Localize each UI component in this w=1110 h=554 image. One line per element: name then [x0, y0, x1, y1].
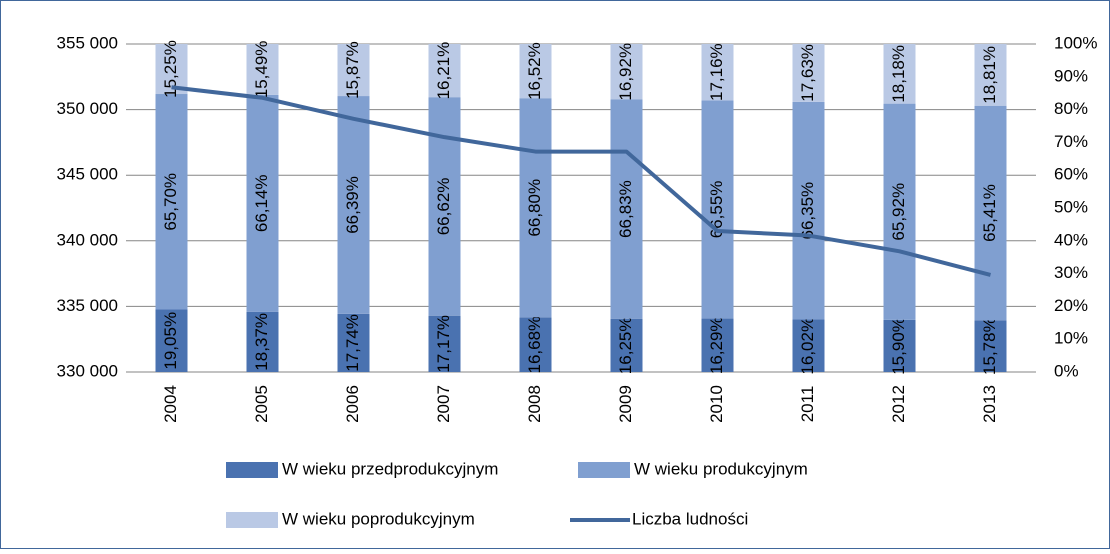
bar-segment: [610, 99, 643, 319]
y2-tick-label: 30%: [1054, 263, 1088, 282]
data-label: 65,41%: [980, 184, 999, 242]
y2-tick-label: 70%: [1054, 132, 1088, 151]
y2-tick-label: 60%: [1054, 165, 1088, 184]
data-label: 66,62%: [434, 178, 453, 236]
bar-segment: [337, 96, 370, 314]
bar-segment: [610, 44, 643, 100]
data-label: 66,83%: [616, 180, 635, 238]
x-tick-label: 2008: [525, 385, 544, 423]
bar-segment: [519, 98, 552, 318]
bar-segment: [701, 100, 734, 319]
y2-tick-label: 0%: [1054, 361, 1079, 380]
x-tick-label: 2010: [707, 385, 726, 423]
bar-segment: [974, 320, 1007, 372]
data-label: 65,92%: [889, 183, 908, 241]
bar-segment: [792, 101, 825, 320]
bar-segment: [519, 44, 552, 99]
data-label: 18,37%: [252, 313, 271, 371]
bar-segment: [974, 105, 1007, 321]
legend-label: Liczba ludności: [632, 509, 748, 528]
x-tick-label: 2007: [434, 385, 453, 423]
bar-segment: [428, 44, 461, 98]
data-label: 16,25%: [616, 317, 635, 375]
legend-label: W wieku przedprodukcyjnym: [282, 459, 498, 478]
x-tick-label: 2006: [343, 385, 362, 423]
y2-tick-label: 80%: [1054, 99, 1088, 118]
bar-segment: [337, 313, 370, 372]
bar-segment: [246, 44, 279, 95]
data-label: 16,02%: [798, 317, 817, 375]
legend-label: W wieku produkcyjnym: [634, 459, 808, 478]
bar-segment: [883, 103, 916, 320]
data-label: 66,39%: [343, 176, 362, 234]
bar-segment: [155, 309, 188, 372]
y-tick-label: 345 000: [57, 165, 118, 184]
bar-segment: [701, 318, 734, 372]
x-tick-label: 2013: [980, 385, 999, 423]
data-label: 15,49%: [252, 41, 271, 99]
data-label: 16,92%: [616, 43, 635, 101]
bar-segment: [792, 319, 825, 372]
data-label: 15,90%: [889, 317, 908, 375]
y2-tick-label: 90%: [1054, 66, 1088, 85]
data-label: 66,35%: [798, 182, 817, 240]
data-label: 15,25%: [161, 40, 180, 98]
data-label: 17,63%: [798, 44, 817, 102]
legend-label: W wieku poprodukcyjnym: [282, 509, 475, 528]
legend-swatch: [578, 462, 630, 478]
legend-swatch: [226, 512, 278, 528]
data-label: 17,16%: [707, 43, 726, 101]
bar-segment: [974, 44, 1007, 106]
x-tick-label: 2004: [161, 385, 180, 423]
bar-segment: [883, 44, 916, 104]
data-label: 16,68%: [525, 316, 544, 374]
data-label: 19,05%: [161, 312, 180, 370]
legend-swatch: [226, 462, 278, 478]
y2-tick-label: 40%: [1054, 230, 1088, 249]
bar-segment: [337, 44, 370, 97]
y2-tick-label: 20%: [1054, 296, 1088, 315]
data-label: 15,87%: [343, 41, 362, 99]
y-tick-label: 335 000: [57, 296, 118, 315]
bar-segment: [701, 44, 734, 101]
data-label: 16,21%: [434, 42, 453, 100]
x-tick-label: 2009: [616, 385, 635, 423]
bar-segment: [519, 317, 552, 372]
data-label: 16,29%: [707, 316, 726, 374]
data-label: 66,80%: [525, 179, 544, 237]
x-tick-label: 2011: [798, 386, 817, 423]
bar-segment: [883, 319, 916, 372]
data-label: 65,70%: [161, 173, 180, 231]
x-tick-label: 2012: [889, 385, 908, 423]
bar-segment: [246, 94, 279, 312]
y-tick-label: 355 000: [57, 33, 118, 52]
line: [171, 85, 992, 277]
data-label: 17,17%: [434, 315, 453, 373]
x-tick-label: 2005: [252, 385, 271, 423]
data-label: 66,14%: [252, 174, 271, 232]
bar-segment: [610, 318, 643, 372]
bar-segment: [246, 311, 279, 372]
bar-segment: [428, 315, 461, 372]
data-label: 17,74%: [343, 314, 362, 372]
bar-segment: [155, 94, 188, 310]
data-label: 18,18%: [889, 45, 908, 103]
bar-segment: [155, 44, 188, 95]
data-label: 16,52%: [525, 42, 544, 100]
y2-tick-label: 10%: [1054, 329, 1088, 348]
data-label: 15,78%: [980, 317, 999, 375]
y-tick-label: 350 000: [57, 99, 118, 118]
y-tick-label: 330 000: [57, 361, 118, 380]
bar-segment: [792, 44, 825, 102]
y-tick-label: 340 000: [57, 230, 118, 249]
data-label: 18,81%: [980, 46, 999, 104]
y2-tick-label: 100%: [1054, 33, 1097, 52]
y2-tick-label: 50%: [1054, 197, 1088, 216]
